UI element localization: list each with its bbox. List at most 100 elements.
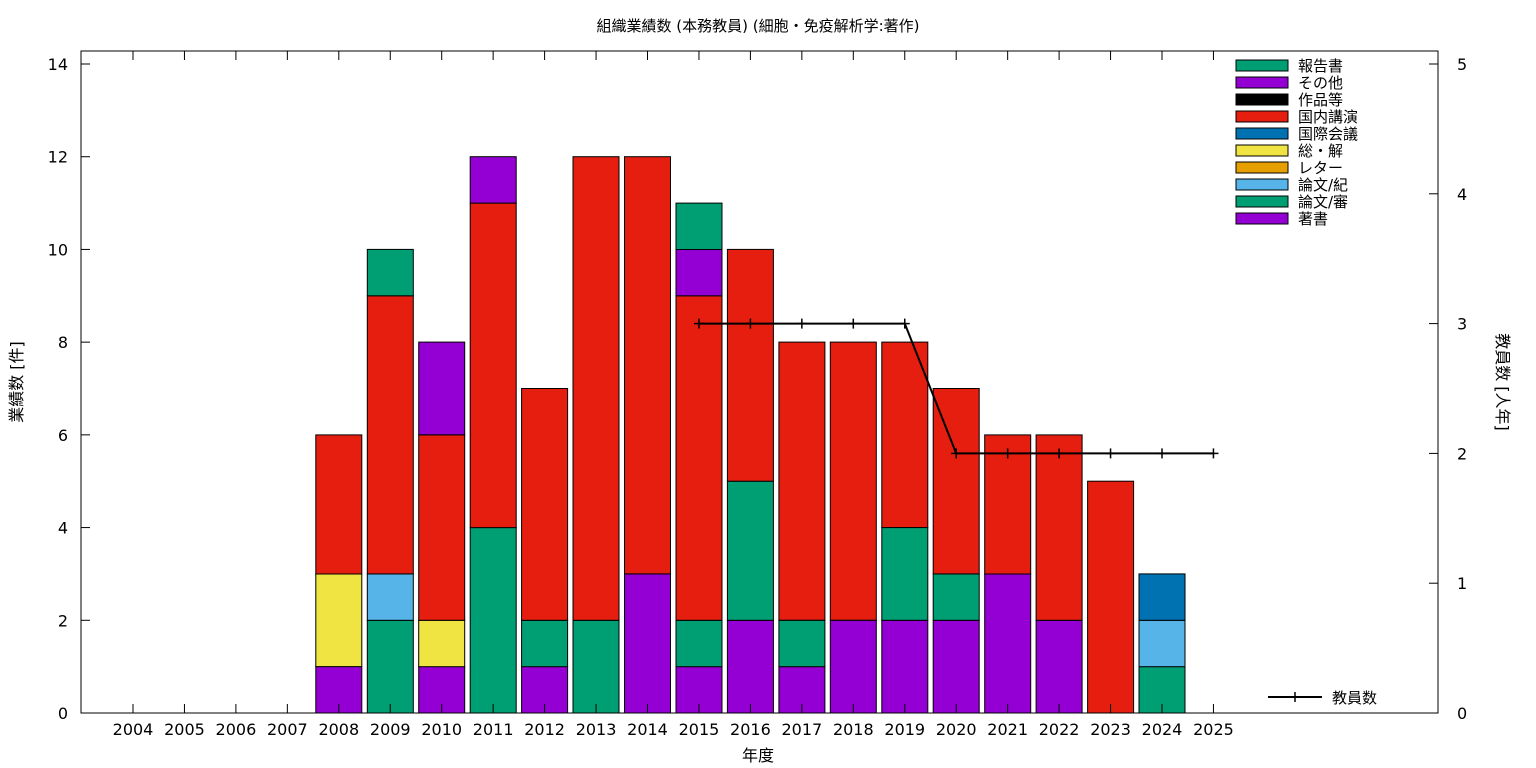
bar-2016-series-1 — [726, 480, 774, 621]
bar-2019-series-6 — [881, 341, 929, 528]
x-tick-label: 2004 — [113, 720, 154, 739]
x-tick-label: 2007 — [267, 720, 308, 739]
bar-2015-series-1 — [675, 619, 723, 668]
bar-2009-series-9 — [366, 248, 414, 297]
bar-2024-series-5 — [1138, 573, 1186, 621]
legend-label: 国際会議 — [1298, 125, 1358, 143]
legend-label: 著書 — [1298, 210, 1328, 228]
y2-tick-label: 3 — [1457, 315, 1467, 334]
x-tick-label: 2011 — [473, 720, 514, 739]
legend-swatch — [1235, 178, 1289, 191]
x-tick-label: 2025 — [1193, 720, 1234, 739]
x-tick-label: 2006 — [216, 720, 257, 739]
chart-title: 組織業績数 (本務教員) (細胞・免疫解析学:著作) — [596, 17, 919, 35]
y2-axis-label: 教員数 [人年] — [1493, 333, 1512, 431]
bar-2018-series-0 — [829, 619, 877, 714]
x-tick-label: 2017 — [781, 720, 822, 739]
bar-2014-series-0 — [624, 573, 671, 714]
legend-label: 論文/審 — [1298, 193, 1348, 211]
bar-2008-series-6 — [315, 434, 363, 575]
x-tick-label: 2013 — [576, 720, 617, 739]
x-tick-label: 2016 — [730, 720, 771, 739]
legend-swatch — [1235, 195, 1289, 208]
y-tick-label: 6 — [58, 426, 68, 445]
y-tick-label: 12 — [48, 148, 68, 167]
bar-2010-series-4 — [418, 619, 466, 668]
y-tick-label: 0 — [58, 704, 68, 723]
legend-label: レター — [1298, 159, 1343, 177]
bar-2015-series-8 — [675, 248, 723, 297]
teacher-count-line-layer — [693, 318, 1219, 459]
bar-2016-series-0 — [726, 619, 774, 714]
bar-2011-series-6 — [469, 202, 517, 529]
legend-label: 作品等 — [1298, 91, 1343, 109]
bar-2020-series-6 — [932, 388, 980, 575]
bar-2015-series-9 — [675, 202, 723, 251]
bar-2015-series-6 — [675, 295, 723, 621]
x-tick-label: 2019 — [884, 720, 925, 739]
bar-2012-series-1 — [521, 619, 569, 668]
legend-label: 論文/紀 — [1298, 176, 1348, 194]
legend-swatch — [1235, 110, 1289, 123]
bars-layer — [315, 156, 1186, 714]
legend-label: 報告書 — [1298, 57, 1343, 75]
y-tick-label: 14 — [48, 55, 68, 74]
bar-2012-series-6 — [521, 388, 569, 621]
bar-2010-series-6 — [418, 434, 466, 621]
bar-2017-series-1 — [778, 619, 826, 668]
bar-2013-series-6 — [572, 156, 620, 621]
x-tick-label: 2022 — [1039, 720, 1080, 739]
bar-2022-series-0 — [1035, 619, 1083, 714]
bar-2009-series-6 — [366, 295, 414, 575]
bar-2010-series-8 — [418, 341, 466, 436]
y-tick-label: 8 — [58, 333, 68, 352]
legend-swatch — [1235, 59, 1289, 72]
bar-2018-series-6 — [829, 341, 877, 621]
legend-swatch — [1235, 93, 1289, 106]
legend-label: 総・解 — [1298, 142, 1343, 160]
legend-line-label: 教員数 — [1332, 689, 1377, 707]
bar-2020-series-0 — [932, 619, 980, 714]
y2-tick-label: 2 — [1457, 444, 1467, 463]
x-tick-label: 2009 — [370, 720, 411, 739]
bar-2022-series-6 — [1035, 434, 1083, 621]
bar-2023-series-6 — [1087, 480, 1135, 714]
y2-tick-label: 1 — [1457, 574, 1467, 593]
legend-swatch — [1235, 212, 1289, 225]
y-tick-label: 10 — [48, 240, 68, 259]
x-tick-label: 2024 — [1142, 720, 1183, 739]
bar-2020-series-1 — [932, 573, 980, 621]
bar-2019-series-1 — [881, 527, 929, 621]
bar-2011-series-8 — [469, 156, 517, 204]
bar-2009-series-2 — [366, 573, 414, 621]
x-tick-label: 2015 — [679, 720, 720, 739]
y2-tick-label: 0 — [1457, 704, 1467, 723]
bar-2016-series-6 — [726, 248, 774, 482]
y2-tick-label: 5 — [1457, 55, 1467, 74]
legend-swatch — [1235, 127, 1289, 140]
bar-2019-series-0 — [881, 619, 929, 714]
legend-swatch — [1235, 144, 1289, 157]
y2-tick-label: 4 — [1457, 185, 1467, 204]
x-tick-label: 2005 — [164, 720, 205, 739]
x-tick-label: 2023 — [1090, 720, 1131, 739]
bar-2017-series-6 — [778, 341, 826, 621]
x-tick-label: 2010 — [421, 720, 462, 739]
bar-2011-series-1 — [469, 527, 517, 714]
y-axis-label: 業績数 [件] — [7, 341, 26, 423]
x-tick-label: 2014 — [627, 720, 668, 739]
legend-label: 国内講演 — [1298, 108, 1358, 126]
bar-2024-series-2 — [1138, 619, 1186, 668]
x-axis-label: 年度 — [742, 746, 774, 765]
y-tick-label: 2 — [58, 611, 68, 630]
x-tick-label: 2008 — [318, 720, 359, 739]
bar-2009-series-1 — [366, 619, 414, 714]
x-tick-label: 2021 — [987, 720, 1028, 739]
legend-swatch — [1235, 161, 1289, 174]
x-tick-label: 2012 — [524, 720, 565, 739]
x-tick-label: 2018 — [833, 720, 874, 739]
bar-2014-series-6 — [624, 156, 671, 575]
